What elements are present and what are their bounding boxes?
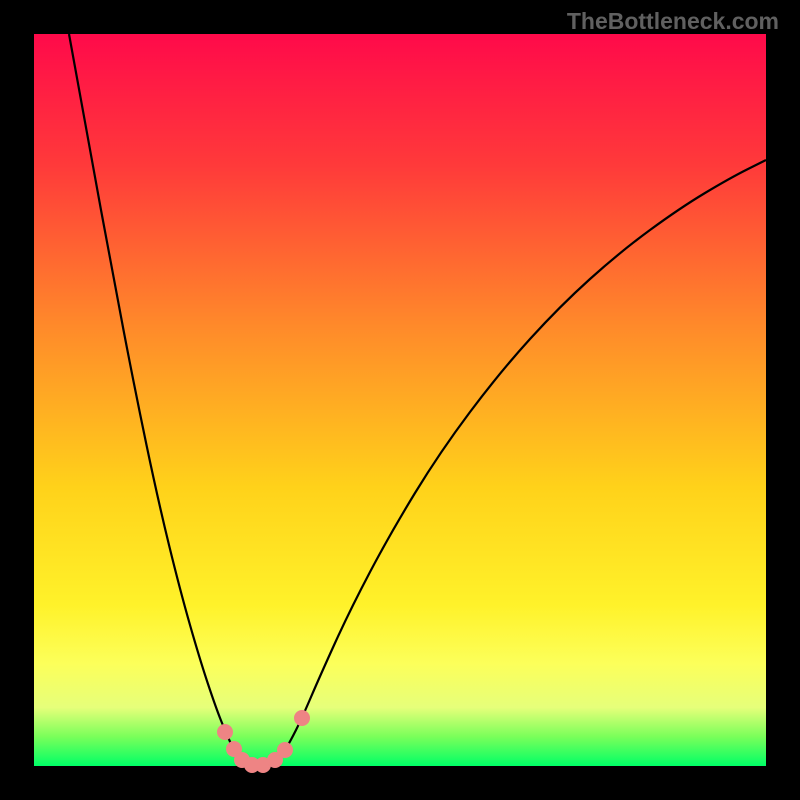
chart-container: TheBottleneck.com — [0, 0, 800, 800]
watermark-text: TheBottleneck.com — [567, 8, 779, 35]
plot-gradient-area — [34, 34, 766, 766]
